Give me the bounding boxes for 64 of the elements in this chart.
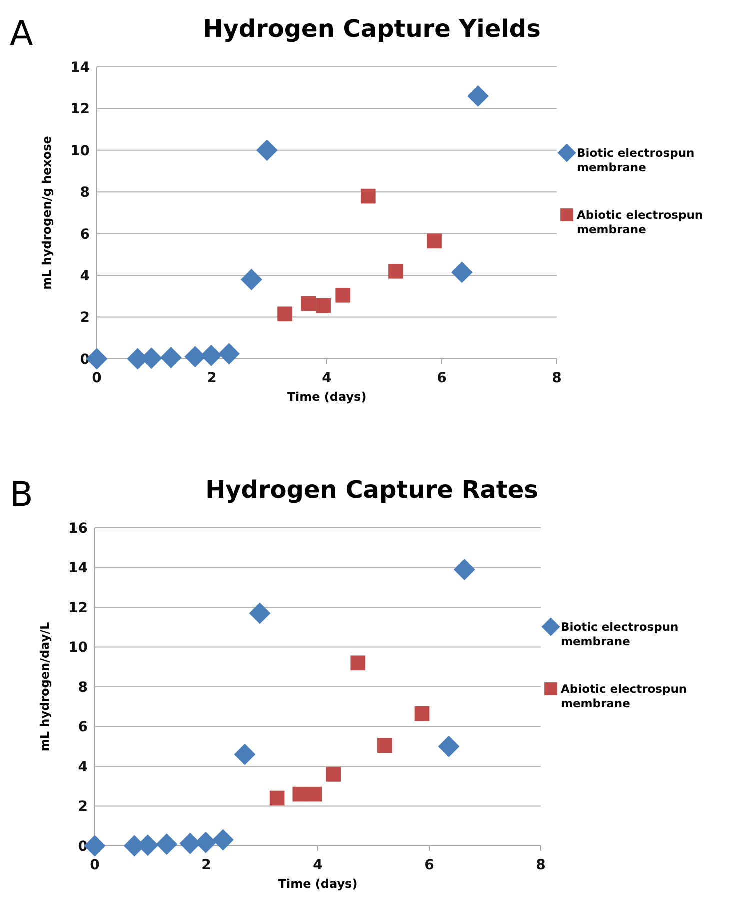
point xyxy=(249,602,271,624)
point xyxy=(360,188,376,204)
point xyxy=(218,343,240,365)
text: B xyxy=(10,475,34,515)
chart-title: Hydrogen Capture Yields xyxy=(203,15,541,43)
y-tick-label: 12 xyxy=(70,102,90,118)
x-tick-label: 0 xyxy=(92,370,102,386)
x-tick-label: 2 xyxy=(202,857,212,874)
text: A xyxy=(10,14,34,54)
y-tick-label: 10 xyxy=(68,640,88,656)
point xyxy=(301,296,316,312)
point xyxy=(414,706,430,722)
point xyxy=(240,269,262,290)
x-tick-label: 2 xyxy=(207,370,217,386)
legend-label: Biotic electrospun membrane xyxy=(561,620,679,648)
y-tick-label: 6 xyxy=(78,720,88,736)
point xyxy=(427,234,442,249)
point xyxy=(316,298,331,314)
point xyxy=(160,347,182,368)
point xyxy=(256,140,278,162)
point xyxy=(388,264,404,279)
y-tick-label: 8 xyxy=(78,680,88,696)
point xyxy=(270,790,285,806)
point xyxy=(156,834,178,856)
x-axis-title: Time (days) xyxy=(278,877,358,891)
point xyxy=(278,306,292,322)
legend-label: Biotic electrospun membrane xyxy=(577,146,695,174)
x-tick-label: 4 xyxy=(313,857,324,874)
y-tick-label: 2 xyxy=(78,799,88,816)
point xyxy=(326,767,342,782)
y-tick-label: 6 xyxy=(80,226,90,243)
y-tick-label: 4 xyxy=(78,759,88,776)
point xyxy=(292,786,308,802)
point xyxy=(454,559,476,580)
point xyxy=(336,288,351,303)
x-tick-label: 4 xyxy=(322,370,332,386)
point xyxy=(438,736,460,758)
point xyxy=(212,829,234,851)
y-axis-title: mL hydrogen/g hexose xyxy=(40,136,54,290)
chart-title: Hydrogen Capture Rates xyxy=(206,476,538,504)
legend-label: Abiotic electrospun membrane xyxy=(577,208,704,236)
point xyxy=(377,738,392,754)
point xyxy=(200,344,222,366)
y-tick-label: 12 xyxy=(68,600,88,616)
y-tick-label: 4 xyxy=(80,268,90,284)
y-tick-label: 10 xyxy=(70,143,90,160)
x-tick-label: 8 xyxy=(536,857,546,874)
y-tick-label: 16 xyxy=(68,520,88,537)
x-tick-label: 6 xyxy=(437,370,447,386)
x-tick-label: 6 xyxy=(424,857,434,874)
legend-label: Abiotic electrospun membrane xyxy=(561,682,688,710)
point xyxy=(234,744,256,766)
y-tick-label: 8 xyxy=(80,185,90,202)
y-tick-label: 14 xyxy=(68,560,88,577)
point xyxy=(350,656,366,671)
point xyxy=(307,786,322,802)
x-axis-title: Time (days) xyxy=(287,390,367,404)
y-tick-label: 14 xyxy=(70,60,90,76)
y-axis-title: mL hydrogen/day/L xyxy=(38,622,52,752)
point xyxy=(451,262,473,284)
x-tick-label: 0 xyxy=(90,857,100,874)
y-tick-label: 2 xyxy=(80,310,90,326)
point xyxy=(468,85,489,107)
x-tick-label: 8 xyxy=(552,370,562,386)
